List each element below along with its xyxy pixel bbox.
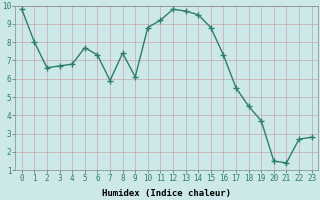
X-axis label: Humidex (Indice chaleur): Humidex (Indice chaleur) [102, 189, 231, 198]
